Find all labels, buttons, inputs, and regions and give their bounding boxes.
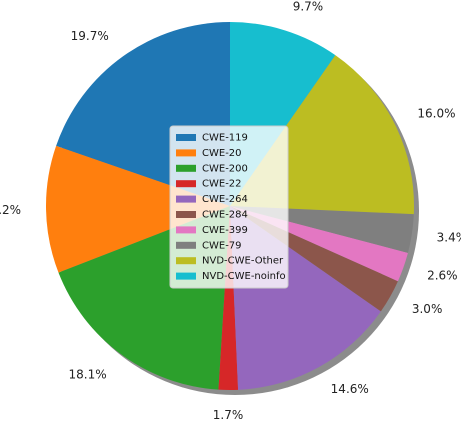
percent-label-cwe-20: 11.2% [0, 203, 21, 217]
percent-label-cwe-22: 1.7% [213, 408, 244, 422]
percent-label-cwe-264: 14.6% [331, 382, 369, 396]
legend-swatch-cwe-79 [176, 241, 196, 249]
legend-label-cwe-200: CWE-200 [202, 163, 248, 174]
legend-swatch-nvd-cwe-noinfo [176, 272, 196, 280]
legend-label-cwe-20: CWE-20 [202, 148, 242, 159]
legend-swatch-cwe-119 [176, 134, 196, 141]
pie-slice-cwe-20 [46, 145, 230, 273]
pie-slice-cwe-22 [218, 206, 239, 390]
percent-label-cwe-284: 3.0% [412, 302, 443, 316]
legend-swatch-cwe-22 [176, 180, 196, 188]
legend-label-cwe-119: CWE-119 [202, 133, 248, 144]
percent-label-cwe-79: 3.4% [437, 230, 461, 244]
percent-label-cwe-200: 18.1% [68, 368, 106, 382]
legend-label-cwe-22: CWE-22 [202, 179, 242, 190]
legend-swatch-cwe-284 [176, 211, 196, 218]
legend-label-nvd-cwe-other: NVD-CWE-Other [202, 256, 284, 267]
percent-label-nvd-cwe-other: 16.0% [417, 106, 455, 120]
percent-label-nvd-cwe-noinfo: 9.7% [293, 0, 324, 14]
legend-label-cwe-284: CWE-284 [202, 210, 248, 221]
legend-label-nvd-cwe-noinfo: NVD-CWE-noinfo [202, 271, 286, 282]
legend-swatch-cwe-200 [176, 164, 196, 172]
legend-label-cwe-79: CWE-79 [202, 240, 242, 251]
legend-swatch-cwe-264 [176, 195, 196, 203]
percent-label-cwe-119: 19.7% [71, 29, 109, 43]
percent-label-cwe-399: 2.6% [427, 269, 458, 283]
legend: CWE-119 CWE-20 CWE-200 CWE-22 CWE-264 CWE-284… [169, 125, 289, 289]
legend-swatch-cwe-399 [176, 226, 196, 234]
legend-label-cwe-264: CWE-264 [202, 194, 248, 205]
legend-box [169, 125, 289, 289]
legend-swatch-nvd-cwe-other [176, 257, 196, 265]
legend-swatch-cwe-20 [176, 149, 196, 157]
legend-label-cwe-399: CWE-399 [202, 225, 248, 236]
